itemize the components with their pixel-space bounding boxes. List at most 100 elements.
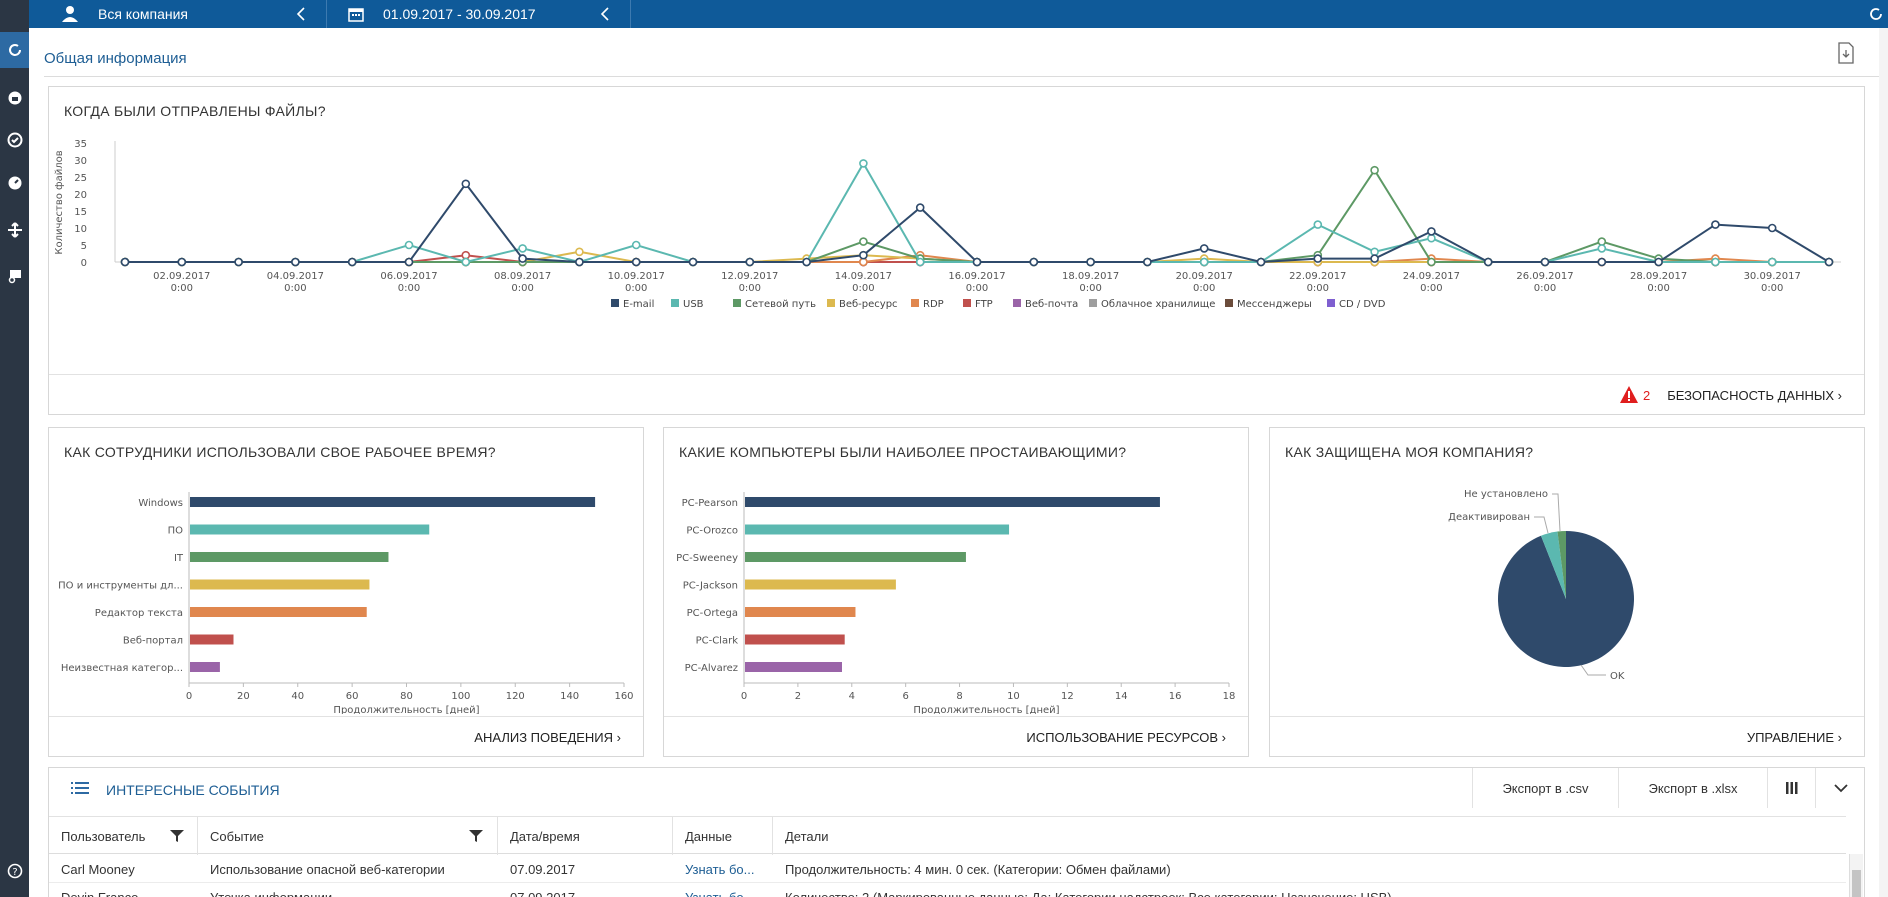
data-point[interactable] <box>1370 247 1379 257</box>
data-point[interactable] <box>1483 257 1493 267</box>
pie-slice[interactable] <box>1557 531 1566 599</box>
page-scrollbar[interactable] <box>1879 28 1888 897</box>
resource-usage-link[interactable]: ИСПОЛЬЗОВАНИЕ РЕСУРСОВ › <box>1026 730 1226 745</box>
bar[interactable] <box>745 524 1010 535</box>
data-point[interactable] <box>234 257 243 267</box>
column-header-details[interactable]: Детали <box>785 828 829 844</box>
sidebar-item-resources[interactable] <box>0 165 29 201</box>
legend-label[interactable]: Веб-почта <box>1025 299 1078 310</box>
bar[interactable] <box>745 634 845 645</box>
learn-more-link[interactable]: Узнать бо... <box>685 889 755 897</box>
legend-label[interactable]: CD / DVD <box>1339 299 1386 310</box>
data-point[interactable] <box>1086 257 1095 267</box>
data-point[interactable] <box>688 257 698 267</box>
chevron-left-icon[interactable] <box>296 0 306 28</box>
data-point[interactable] <box>575 247 584 257</box>
data-point[interactable] <box>1370 254 1379 263</box>
data-point[interactable] <box>177 257 187 267</box>
bar[interactable] <box>745 662 842 672</box>
date-range-selector[interactable]: 01.09.2017 - 30.09.2017 <box>383 6 536 22</box>
scrollbar-thumb[interactable] <box>1852 870 1861 897</box>
data-point[interactable] <box>1767 257 1777 267</box>
data-point[interactable] <box>1427 257 1436 267</box>
data-point[interactable] <box>802 257 811 267</box>
table-row[interactable]: Devin Franco Утечка информации 07.09.201… <box>49 883 1846 897</box>
data-point[interactable] <box>1824 257 1834 267</box>
columns-button[interactable] <box>1767 768 1815 808</box>
data-point[interactable] <box>1029 257 1039 267</box>
filter-icon[interactable] <box>170 829 184 846</box>
data-point[interactable] <box>859 250 868 260</box>
data-point[interactable] <box>1597 237 1607 246</box>
data-point[interactable] <box>1313 254 1323 263</box>
export-pdf-icon[interactable] <box>1837 42 1855 69</box>
data-point[interactable] <box>1256 257 1266 267</box>
column-header-user[interactable]: Пользователь <box>49 817 198 855</box>
data-point[interactable] <box>859 159 868 168</box>
bar[interactable] <box>745 552 966 562</box>
management-link[interactable]: УПРАВЛЕНИЕ › <box>1746 730 1842 745</box>
sidebar-item-help[interactable]: ? <box>0 853 29 889</box>
refresh-icon[interactable] <box>1868 0 1884 28</box>
data-point[interactable] <box>1313 220 1323 229</box>
filter-icon[interactable] <box>469 829 483 846</box>
pie-slice[interactable] <box>1540 531 1566 599</box>
data-point[interactable] <box>575 257 584 267</box>
data-point[interactable] <box>631 240 641 250</box>
legend-label[interactable]: USB <box>683 299 704 310</box>
chevron-left-icon[interactable] <box>600 0 610 28</box>
table-scrollbar[interactable] <box>1849 854 1863 897</box>
data-point[interactable] <box>1767 223 1777 233</box>
bar[interactable] <box>190 497 596 507</box>
data-point[interactable] <box>1540 257 1550 267</box>
legend-label[interactable]: Облачное хранилище <box>1101 299 1215 310</box>
sidebar-item-network[interactable] <box>0 212 29 248</box>
data-point[interactable] <box>461 257 471 267</box>
data-point[interactable] <box>1199 257 1209 267</box>
data-point[interactable] <box>915 203 925 212</box>
data-point[interactable] <box>120 257 130 267</box>
data-point[interactable] <box>404 240 414 250</box>
data-point[interactable] <box>1427 227 1436 236</box>
export-csv-button[interactable]: Экспорт в .csv <box>1472 768 1618 808</box>
legend-label[interactable]: Веб-ресурс <box>839 299 898 310</box>
legend-label[interactable]: E-mail <box>623 299 654 310</box>
data-point[interactable] <box>631 257 641 267</box>
bar[interactable] <box>745 607 856 617</box>
column-header-data[interactable]: Данные <box>673 817 773 855</box>
data-point[interactable] <box>1597 257 1607 267</box>
export-xlsx-button[interactable]: Экспорт в .xlsx <box>1618 768 1767 808</box>
collapse-button[interactable] <box>1815 768 1864 808</box>
data-point[interactable] <box>518 244 527 253</box>
bar[interactable] <box>190 579 370 590</box>
data-point[interactable] <box>1711 220 1720 229</box>
table-row[interactable]: Carl Mooney Использование опасной веб-ка… <box>49 855 1846 883</box>
legend-label[interactable]: FTP <box>975 299 993 310</box>
sidebar-item-computers[interactable] <box>0 258 29 294</box>
sidebar-item-security[interactable] <box>0 80 29 116</box>
data-point[interactable] <box>859 257 868 267</box>
data-point[interactable] <box>972 257 982 267</box>
data-point[interactable] <box>347 257 357 267</box>
data-point[interactable] <box>1711 257 1720 267</box>
data-point[interactable] <box>518 254 527 263</box>
data-point[interactable] <box>461 250 471 260</box>
data-point[interactable] <box>745 257 755 267</box>
data-point[interactable] <box>1199 244 1209 253</box>
data-point[interactable] <box>915 257 925 267</box>
bar[interactable] <box>190 662 220 672</box>
data-point[interactable] <box>1427 233 1436 243</box>
data-security-link[interactable]: БЕЗОПАСНОСТЬ ДАННЫХ › <box>1667 388 1842 403</box>
bar[interactable] <box>190 552 389 562</box>
sidebar-item-productivity[interactable] <box>0 122 29 158</box>
sidebar-item-overview[interactable] <box>0 32 29 68</box>
legend-label[interactable]: RDP <box>923 299 944 310</box>
behavior-analysis-link[interactable]: АНАЛИЗ ПОВЕДЕНИЯ › <box>474 730 621 745</box>
data-point[interactable] <box>1143 257 1152 267</box>
data-point[interactable] <box>859 237 868 246</box>
column-header-datetime[interactable]: Дата/время <box>498 817 673 855</box>
data-point[interactable] <box>1370 165 1379 175</box>
bar[interactable] <box>190 634 234 645</box>
bar[interactable] <box>745 497 1160 507</box>
bar[interactable] <box>190 607 367 617</box>
